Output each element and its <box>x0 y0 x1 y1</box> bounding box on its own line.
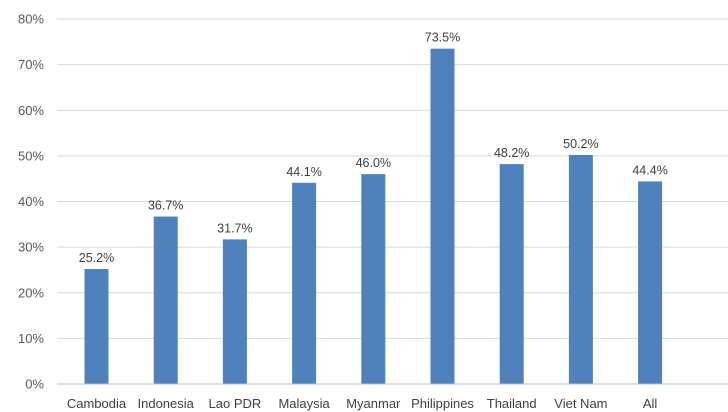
data-label: 73.5% <box>425 31 460 45</box>
bar <box>568 154 593 384</box>
x-category-label: Philippines <box>411 396 474 411</box>
data-label: 25.2% <box>79 251 114 265</box>
bar <box>499 164 524 384</box>
bar <box>292 182 317 384</box>
y-tick-label: 70% <box>18 57 44 72</box>
y-tick-label: 80% <box>18 12 44 27</box>
y-tick-label: 60% <box>18 103 44 118</box>
bars <box>84 48 663 384</box>
y-tick-label: 40% <box>18 194 44 209</box>
x-category-label: Indonesia <box>138 396 195 411</box>
x-category-label: Lao PDR <box>209 396 262 411</box>
data-labels: 25.2% 36.7% 31.7% 44.1% 46.0% 73.5% 48.2% 50.2%… <box>79 31 668 265</box>
data-label: 48.2% <box>494 146 529 160</box>
data-label: 50.2% <box>563 137 598 151</box>
data-label: 31.7% <box>217 221 252 235</box>
x-axis-category-labels: Cambodia Indonesia Lao PDR Malaysia Myanmar P… <box>67 396 658 411</box>
y-tick-label: 20% <box>18 285 44 300</box>
bar <box>84 269 109 384</box>
y-tick-label: 30% <box>18 240 44 255</box>
bar <box>222 239 247 384</box>
data-label: 36.7% <box>148 199 183 213</box>
x-category-label: All <box>643 396 658 411</box>
bar <box>153 216 178 384</box>
y-tick-label: 50% <box>18 148 44 163</box>
data-label: 44.1% <box>286 165 321 179</box>
y-tick-label: 10% <box>18 331 44 346</box>
bar <box>430 48 455 384</box>
data-label: 44.4% <box>632 163 667 177</box>
y-axis-tick-labels: 0% 10% 20% 30% 40% 50% 60% 70% 80% <box>18 12 44 392</box>
x-category-label: Myanmar <box>346 396 401 411</box>
data-label: 46.0% <box>356 156 391 170</box>
bar <box>361 174 386 384</box>
bar <box>638 181 663 384</box>
x-category-label: Cambodia <box>67 396 127 411</box>
y-tick-label: 0% <box>25 377 44 392</box>
x-category-label: Malaysia <box>278 396 330 411</box>
x-category-label: Thailand <box>487 396 537 411</box>
x-category-label: Viet Nam <box>554 396 607 411</box>
